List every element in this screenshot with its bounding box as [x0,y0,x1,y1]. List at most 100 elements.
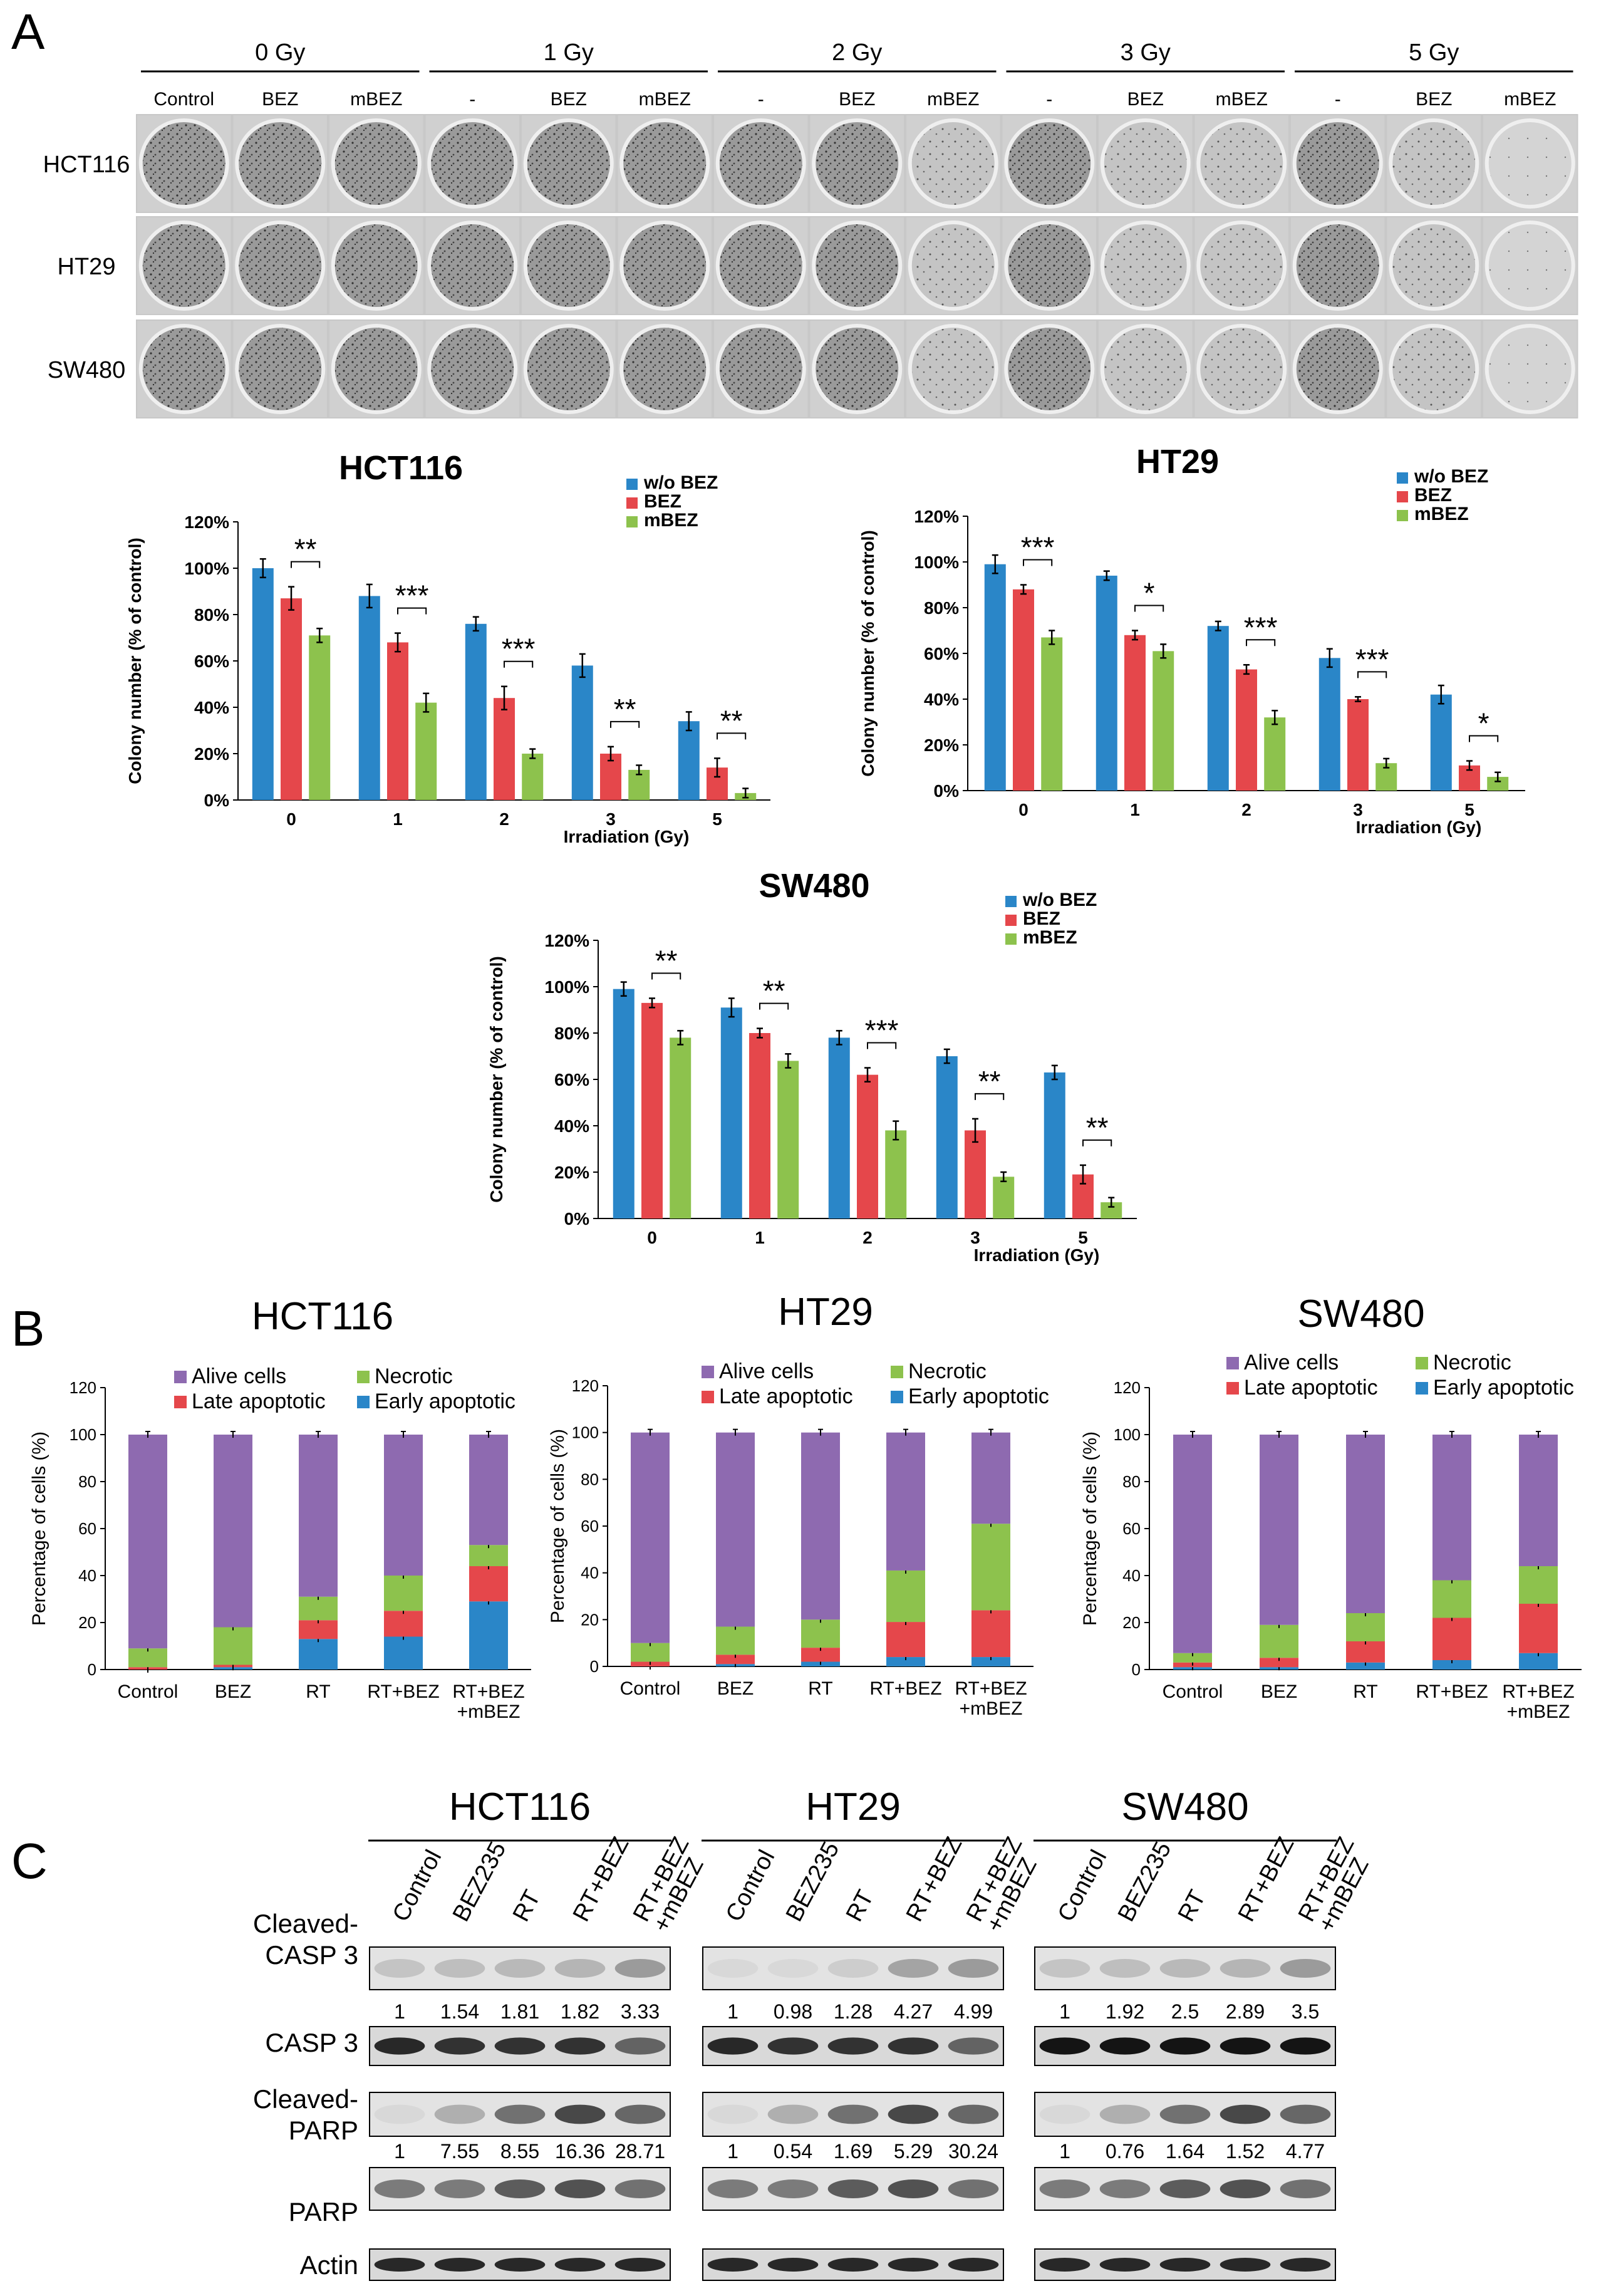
chart-title: HCT116 [339,449,463,487]
bar [1153,651,1174,791]
legend-swatch [1005,915,1017,926]
quant-parp: 1 [394,2140,405,2163]
dish-colonies [239,224,322,307]
x-tick-label: Control [1163,1681,1223,1702]
blot-band [1159,2258,1211,2272]
blot-band [614,2258,666,2272]
lane-label: BEZ235 [781,1837,845,1926]
blot-band [1280,2104,1331,2124]
dish-colonies [334,328,418,410]
stacked-segment [716,1432,755,1627]
colony-dish [810,115,904,212]
blot-band [767,2037,819,2055]
blot-row-label: CASP 3 [265,2028,358,2057]
colony-dish [137,115,231,212]
y-tick-label: 20% [924,735,959,755]
colony-dish [1002,321,1096,417]
significance-stars: *** [395,579,429,612]
y-axis-label: Percentage of cells (%) [29,1431,49,1626]
colony-dish [1099,217,1193,314]
significance-bracket [504,660,534,668]
lane-label-line: RT+BEZ [901,1833,968,1926]
blot-band [707,2104,759,2124]
legend-swatch [1397,491,1408,502]
blot-band [1220,1959,1271,1978]
stacked-segment [801,1648,840,1662]
lane-label: BEZ235 [448,1837,512,1926]
dish-colonies [1008,328,1091,410]
stacked-segment [214,1435,252,1628]
stacked-segment [971,1610,1010,1658]
y-tick-label: 120 [572,1376,599,1395]
dose-group-label: 1 Gy [544,39,594,66]
dish-colonies [1488,328,1572,410]
y-tick-label: 60% [924,644,959,663]
bar [1236,669,1257,791]
colony-dish [1194,321,1288,417]
y-tick-label: 0 [590,1657,599,1676]
quant-casp3: 1 [727,2000,738,2023]
stacked-segment [801,1619,840,1648]
blot-band [614,2037,666,2055]
stacked-segment [469,1545,508,1566]
x-tick-label: RT+BEZ [955,1678,1027,1699]
x-tick-label: 2 [1241,800,1251,819]
y-tick-label: 20% [554,1163,589,1182]
significance-bracket [610,720,640,728]
x-tick-label: RT [1353,1681,1377,1702]
quant-parp: 1 [1059,2140,1070,2163]
x-tick-label: BEZ [1261,1681,1297,1702]
quant-casp3: 1 [394,2000,405,2023]
x-tick-label: 0 [1018,800,1028,819]
y-tick-label: 0 [1132,1660,1141,1679]
treatment-label: BEZ [551,89,587,110]
y-tick-label: 100% [544,977,589,997]
dish-colonies [1296,122,1379,205]
dish-colonies [334,224,418,307]
colony-dish [233,321,327,417]
blot-band [1159,1959,1211,1978]
quant-parp: 0.76 [1106,2140,1144,2163]
y-tick-label: 20% [194,744,229,764]
stacked-segment [1173,1435,1212,1653]
blot-band [1220,2104,1271,2124]
blot-band [374,2179,425,2198]
blot-strip [702,1946,1004,1990]
dish-colonies [623,328,707,410]
blot-band [614,1959,666,1978]
blot-band [888,2037,939,2055]
chart-a3: SW480 0% 20% 40% 60% 80% 100% 120% Colony number… [487,867,1137,1265]
significance-stars: ** [720,704,743,737]
legend-swatch [626,479,638,490]
legend-label: mBEZ [1023,927,1077,948]
y-tick-label: 40% [924,690,959,709]
dish-colonies [719,224,802,307]
blot-band [888,1959,939,1978]
panel-letter-c: C [11,1833,48,1889]
blot-band [1280,1959,1331,1978]
blot-row-label: Cleaved- [253,1909,358,1938]
x-tick-label: +mBEZ [1507,1701,1570,1722]
dish-colonies [431,224,514,307]
significance-stars: ** [294,533,317,566]
stacked-segment [469,1566,508,1602]
lane-label-line: Control [388,1846,447,1926]
colony-dish [1291,321,1385,417]
treatment-label: - [758,89,764,110]
quant-parp: 1.52 [1226,2140,1265,2163]
x-tick-label: 5 [1464,800,1474,819]
dish-colonies [816,328,899,410]
blot-band [1099,1959,1151,1978]
lane-label-line: Control [1053,1846,1112,1926]
blot-band [494,2104,546,2124]
x-tick-label: RT+BEZ [367,1681,439,1702]
colony-dish [1483,115,1577,212]
significance-bracket [397,607,427,615]
colony-dish [906,217,1000,314]
quant-casp3: 4.99 [954,2000,993,2023]
legend-swatch [174,1396,187,1408]
dish-colonies [1104,328,1187,410]
